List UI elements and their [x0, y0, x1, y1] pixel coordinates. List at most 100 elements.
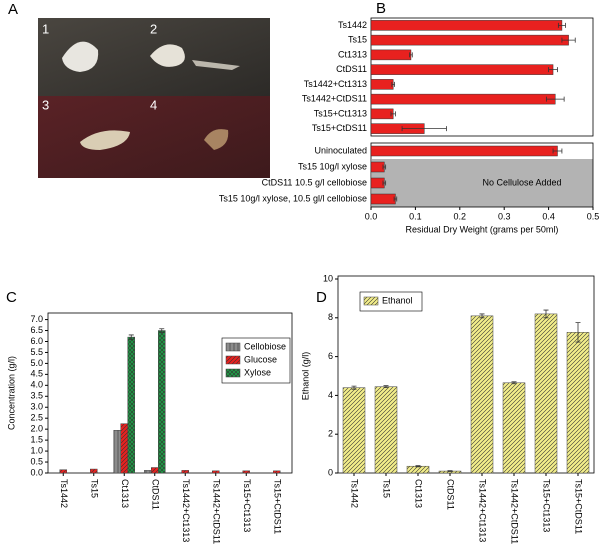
error-bar — [479, 313, 485, 319]
bar — [370, 161, 385, 173]
y-tick-label: 0.5 — [30, 456, 43, 466]
legend-label: Ethanol — [382, 295, 413, 305]
legend-swatch — [225, 355, 241, 365]
y-tick-label: CtDS11 10.5 g/l cellobiose — [262, 177, 367, 187]
annotation: No Cellulose Added — [482, 177, 561, 187]
bar — [158, 330, 166, 474]
bar — [370, 193, 396, 205]
panel-letter: A — [8, 1, 18, 18]
error-bar — [351, 385, 357, 390]
y-tick-label: 5.5 — [30, 347, 43, 357]
error-bar — [128, 334, 134, 340]
error-bar — [391, 81, 395, 87]
annotation-box — [372, 159, 593, 207]
x-tick-label: Ts1442+Ct1313 — [181, 479, 191, 542]
bar — [370, 34, 569, 46]
bar — [534, 313, 558, 474]
bar — [502, 382, 526, 474]
bar — [242, 470, 250, 474]
panel-letter: B — [376, 0, 386, 17]
error-bar — [409, 52, 413, 58]
x-tick-label: 0.3 — [498, 211, 511, 221]
y-tick-label: 2.5 — [30, 413, 43, 423]
y-tick-label: 7.0 — [30, 314, 43, 324]
y-tick-label: Ct1313 — [338, 49, 367, 59]
error-bar — [393, 196, 398, 202]
legend: Ethanol — [359, 291, 423, 312]
bar — [113, 430, 121, 474]
legend-swatch — [225, 368, 241, 378]
photo-label: 3 — [42, 97, 49, 112]
y-tick-label: 6.5 — [30, 325, 43, 335]
x-tick-label: 0.2 — [454, 211, 467, 221]
error-bar — [159, 328, 165, 333]
legend: Cellobiose Glucose Xylose — [221, 337, 291, 384]
y-tick-label: 4.0 — [30, 380, 43, 390]
y-tick-label: 2.0 — [30, 424, 43, 434]
legend-label: Glucose — [244, 354, 277, 364]
plot-frame — [47, 312, 293, 474]
y-tick-label: 10 — [323, 273, 333, 283]
y-tick-label: Ts15+Ct1313 — [314, 108, 367, 118]
bar — [370, 145, 558, 157]
bar — [370, 49, 412, 61]
bar — [370, 108, 394, 120]
y-tick-label: 4 — [328, 390, 333, 400]
x-tick-label: CtDS11 — [446, 479, 456, 510]
y-tick-label: 8 — [328, 312, 333, 322]
sample-4 — [204, 129, 229, 150]
y-axis-label: Ethanol (g/l) — [300, 352, 310, 401]
y-tick-label: Ts15+CtDS11 — [312, 123, 367, 133]
y-tick-label: Uninoculated — [314, 145, 367, 155]
x-tick-label: 0.0 — [365, 211, 378, 221]
x-tick-label: Ts15+Ct1313 — [542, 479, 552, 532]
x-tick-label: Ts1442+CtDS11 — [211, 479, 221, 544]
x-tick-label: 0.4 — [542, 211, 555, 221]
bar — [566, 332, 590, 474]
error-bar — [447, 470, 453, 472]
x-tick-label: 0.1 — [409, 211, 422, 221]
y-axis-label: Concentration (g/l) — [6, 356, 16, 430]
error-bar — [561, 37, 576, 43]
x-tick-label: Ct1313 — [414, 479, 424, 508]
sample-2 — [150, 44, 185, 67]
x-tick-label: Ts15+CtDS11 — [574, 479, 584, 534]
photo-label: 4 — [150, 97, 157, 112]
bar — [90, 468, 98, 474]
y-tick-label: 3.5 — [30, 391, 43, 401]
y-tick-label: Ts15 10g/l xylose — [298, 161, 367, 171]
error-bar — [415, 465, 421, 468]
panel-letter: C — [6, 289, 17, 306]
plot-frame — [337, 275, 595, 474]
x-tick-label: Ts1442 — [350, 479, 360, 508]
error-bar — [382, 180, 387, 186]
y-tick-label: 0.0 — [30, 467, 43, 477]
x-tick-label: CtDS11 — [150, 479, 160, 510]
x-tick-label: Ts15+CtDS11 — [272, 479, 282, 534]
error-bar — [401, 126, 447, 132]
error-bar — [557, 22, 566, 28]
bar — [273, 470, 281, 474]
x-tick-label: Ts1442+Ct1313 — [478, 479, 488, 542]
bar — [370, 93, 556, 105]
x-tick-label: Ts15+Ct1313 — [242, 479, 252, 532]
plot-frame — [370, 142, 594, 208]
error-bar — [552, 148, 563, 154]
y-tick-label: 1.0 — [30, 445, 43, 455]
x-tick-label: 0.5 — [587, 211, 600, 221]
y-tick-label: 1.5 — [30, 434, 43, 444]
y-tick-label: 5.0 — [30, 358, 43, 368]
bar — [144, 470, 152, 474]
y-tick-label: 2 — [328, 429, 333, 439]
y-tick-label: Ts1442+CtDS11 — [302, 94, 367, 104]
bar — [342, 387, 366, 474]
photo-panel: A 1 2 3 4 — [8, 1, 270, 178]
bar — [370, 79, 394, 90]
y-tick-label: 3.0 — [30, 402, 43, 412]
error-bar — [575, 322, 581, 343]
bar — [59, 469, 67, 474]
error-bar — [511, 381, 517, 385]
legend-swatch — [363, 296, 379, 306]
legend-swatch — [225, 342, 241, 352]
